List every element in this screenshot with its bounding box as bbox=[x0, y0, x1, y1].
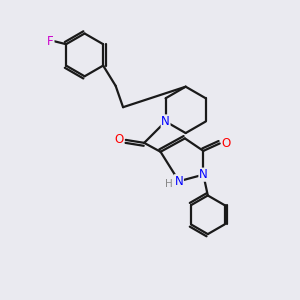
Text: N: N bbox=[161, 115, 170, 128]
Text: F: F bbox=[47, 35, 54, 48]
Text: O: O bbox=[115, 134, 124, 146]
Text: H: H bbox=[165, 179, 172, 189]
Text: O: O bbox=[222, 137, 231, 150]
Text: N: N bbox=[199, 168, 208, 181]
Text: N: N bbox=[175, 175, 183, 188]
